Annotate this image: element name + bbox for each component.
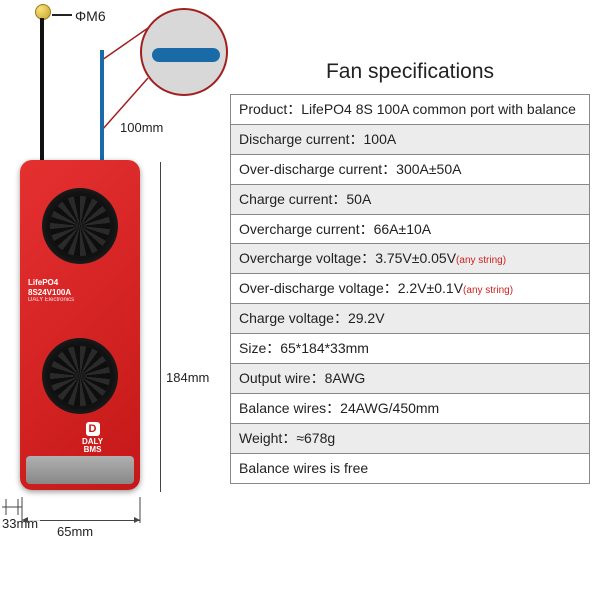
table-cell: Size：65*184*33mm (231, 334, 590, 364)
blue-wire (100, 50, 104, 168)
spec-value: ≈678g (296, 430, 335, 446)
spec-title: Fan specifications (230, 60, 590, 84)
table-cell: Weight：≈678g (231, 423, 590, 453)
dim-100mm: 100mm (118, 120, 165, 135)
table-row: Charge current：50A (231, 184, 590, 214)
spec-value: 2.2V±0.1V (398, 280, 463, 296)
table-row: Balance wires：24AWG/450mm (231, 393, 590, 423)
table-row: Discharge current：100A (231, 124, 590, 154)
table-cell: Balance wires is free (231, 453, 590, 483)
bms-text-line2: 8S24V100A (28, 288, 74, 298)
table-cell: Charge voltage：29.2V (231, 304, 590, 334)
table-cell: Over-discharge voltage：2.2V±0.1V(any str… (231, 274, 590, 304)
table-cell: Over-discharge current：300A±50A (231, 154, 590, 184)
spec-value: 24AWG/450mm (340, 400, 439, 416)
table-row: Product：LifePO4 8S 100A common port with… (231, 95, 590, 125)
bms-product-text: LifePO4 8S24V100A DALY Electronics (28, 278, 74, 304)
table-cell: Overcharge voltage：3.75V±0.05V(any strin… (231, 244, 590, 274)
spec-label: Discharge current： (239, 131, 364, 147)
spec-value: 100A (364, 131, 397, 147)
spec-label: Overcharge current： (239, 221, 374, 237)
spec-value: 3.75V±0.05V (375, 250, 456, 266)
table-row: Over-discharge voltage：2.2V±0.1V(any str… (231, 274, 590, 304)
table-row: Overcharge voltage：3.75V±0.05V(any strin… (231, 244, 590, 274)
table-cell: Balance wires：24AWG/450mm (231, 393, 590, 423)
spec-value: LifePO4 8S 100A common port with balance (301, 101, 576, 117)
spec-label: Size： (239, 340, 280, 356)
black-wire (40, 18, 44, 166)
spec-value: 29.2V (348, 310, 385, 326)
table-row: Output wire：8AWG (231, 364, 590, 394)
table-row-note: Balance wires is free (231, 453, 590, 483)
dim-line-height (160, 162, 161, 492)
bms-text-brand: DALY Electronics (28, 297, 74, 304)
spec-label: Balance wires： (239, 400, 340, 416)
spec-section: Fan specifications Product：LifePO4 8S 10… (230, 60, 590, 484)
table-row: Overcharge current：66A±10A (231, 214, 590, 244)
spec-value: 300A±50A (396, 161, 461, 177)
table-cell: Product：LifePO4 8S 100A common port with… (231, 95, 590, 125)
spec-label: Output wire： (239, 370, 325, 386)
table-cell: Output wire：8AWG (231, 364, 590, 394)
spec-label: Over-discharge current： (239, 161, 396, 177)
spec-value: 8AWG (325, 370, 366, 386)
spec-table: Product：LifePO4 8S 100A common port with… (230, 94, 590, 484)
daly-logo: D DALY BMS (82, 422, 103, 454)
dim-height: 184mm (164, 370, 211, 385)
logo-bms: BMS (84, 445, 102, 454)
spec-value: 50A (346, 191, 371, 207)
table-cell: Discharge current：100A (231, 124, 590, 154)
any-string-note: (any string) (456, 255, 506, 266)
table-row: Charge voltage：29.2V (231, 304, 590, 334)
fan-bottom (42, 338, 118, 414)
bms-body: LifePO4 8S24V100A DALY Electronics D DAL… (20, 160, 140, 490)
connector-strip (26, 456, 134, 484)
any-string-note: (any string) (463, 285, 513, 296)
spec-label: Overcharge voltage： (239, 250, 375, 266)
spec-label: Over-discharge voltage： (239, 280, 398, 296)
table-cell: Charge current：50A (231, 184, 590, 214)
spec-label: Product： (239, 101, 301, 117)
spec-value: 66A±10A (374, 221, 432, 237)
detail-wire (152, 48, 220, 62)
product-illustration: ΦM6 100mm LifePO4 8S24V100A DALY Electro… (0, 0, 210, 596)
spec-value: 65*184*33mm (280, 340, 369, 356)
spec-label: Charge current： (239, 191, 346, 207)
bms-text-line1: LifePO4 (28, 278, 74, 288)
table-row: Size：65*184*33mm (231, 334, 590, 364)
dim-arrows (0, 495, 200, 545)
fan-top (42, 188, 118, 264)
spec-label: Charge voltage： (239, 310, 348, 326)
spec-label: Weight： (239, 430, 296, 446)
detail-zoom-circle (140, 8, 228, 96)
table-cell: Overcharge current：66A±10A (231, 214, 590, 244)
table-row: Weight：≈678g (231, 423, 590, 453)
table-row: Over-discharge current：300A±50A (231, 154, 590, 184)
